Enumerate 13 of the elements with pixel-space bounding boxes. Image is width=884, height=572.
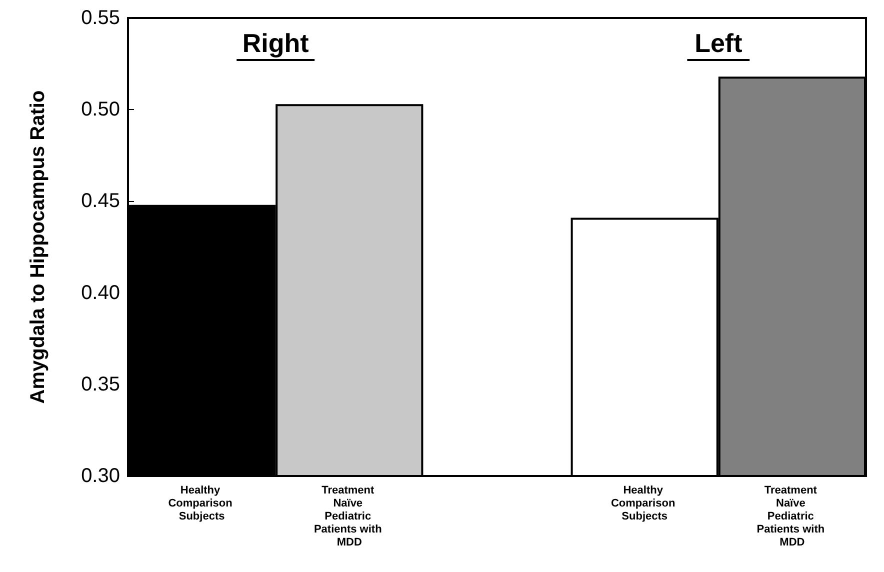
y-tick-label: 0.55	[81, 7, 120, 29]
annotation: Left	[694, 28, 743, 58]
y-axis-title: Amygdala to Hippocampus Ratio	[27, 90, 49, 404]
x-tick-label: Treatment Naïve Pediatric Patients with MDD	[314, 484, 385, 548]
x-tick-label: Healthy Comparison Subjects	[610, 484, 678, 522]
y-tick-label: 0.30	[81, 465, 120, 487]
y-tick-label: 0.40	[81, 282, 120, 304]
y-tick-label: 0.50	[81, 98, 120, 121]
y-tick-label: 0.35	[81, 373, 120, 396]
x-tick-label: Treatment Naïve Pediatric Patients with MDD	[756, 484, 828, 548]
annotation: Right	[242, 28, 310, 58]
y-tick-label: 0.45	[81, 190, 120, 212]
x-tick-label: Healthy Comparison Subjects	[168, 484, 236, 522]
